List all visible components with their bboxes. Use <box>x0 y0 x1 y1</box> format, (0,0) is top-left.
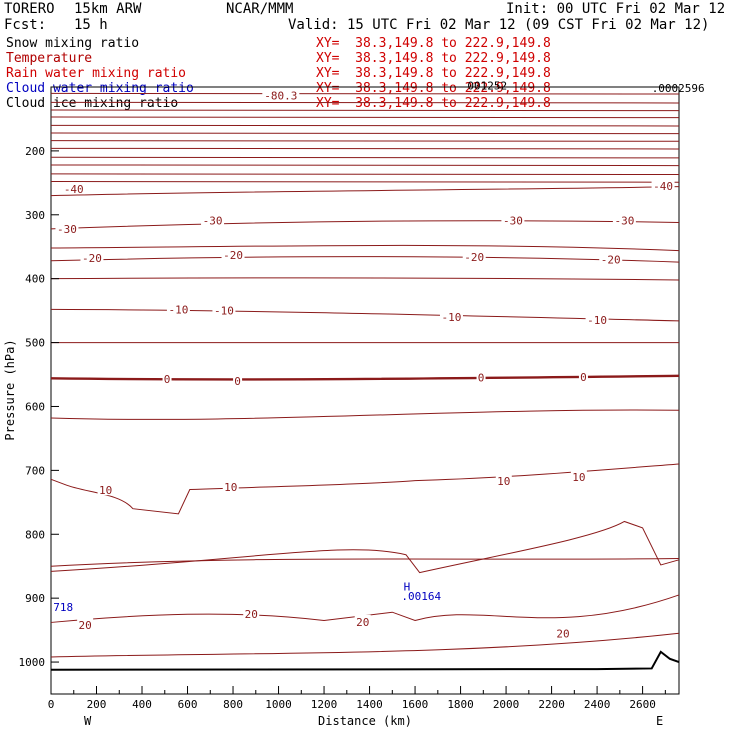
isotherm-line <box>51 633 679 657</box>
y-tick-label: 900 <box>25 592 45 605</box>
isotherm-line <box>51 165 679 166</box>
contour-label: -30 <box>614 215 634 228</box>
x-tick-label: 800 <box>223 698 243 711</box>
chart-annotation: 718 <box>53 601 73 614</box>
y-tick-label: 1000 <box>19 656 46 669</box>
x-tick-label: 200 <box>87 698 107 711</box>
contour-label: 0 <box>580 371 587 384</box>
contour-label: -10 <box>442 311 462 324</box>
contour-label: -30 <box>503 215 523 228</box>
isotherm-line <box>51 309 679 321</box>
x-tick-label: 1000 <box>265 698 292 711</box>
isotherm-line <box>51 133 679 134</box>
contour-label: 20 <box>79 619 92 632</box>
contour-label: 0 <box>234 375 241 388</box>
contour-label: 10 <box>497 475 510 488</box>
x-tick-label: 2400 <box>584 698 611 711</box>
chart-annotation: .00164 <box>401 590 441 603</box>
x-end-label-west: W <box>84 714 92 728</box>
isotherm-line <box>51 221 679 229</box>
contour-label: 0 <box>478 372 485 385</box>
x-end-label-east: E <box>656 714 663 728</box>
cross-section-chart: -80.3 -40 -40 -30 -30 -30 -30 -20 -20 -20 -20 -10 -1… <box>0 0 740 740</box>
x-tick-label: 2000 <box>493 698 520 711</box>
x-tick-label: 2600 <box>629 698 656 711</box>
isotherm-line <box>51 93 679 94</box>
contour-label: 20 <box>245 608 258 621</box>
contour-label: -10 <box>168 303 188 316</box>
y-tick-label: 800 <box>25 528 45 541</box>
x-tick-label: 2200 <box>538 698 565 711</box>
isotherm-line <box>51 245 679 250</box>
isotherm-line <box>51 110 679 111</box>
isotherm-line <box>51 157 679 158</box>
isotherm-line <box>51 117 679 118</box>
x-tick-label: 600 <box>178 698 198 711</box>
y-tick-label: 400 <box>25 273 45 286</box>
isotherm-line <box>51 148 679 149</box>
isotherm-line <box>51 102 679 103</box>
contour-label: -10 <box>214 305 234 318</box>
y-tick-label: 500 <box>25 337 45 350</box>
contour-label: 10 <box>224 481 237 494</box>
x-tick-label: 0 <box>48 698 55 711</box>
y-tick-label: 600 <box>25 400 45 413</box>
contour-label: -80.3 <box>264 89 297 102</box>
x-tick-label: 1400 <box>356 698 383 711</box>
isotherm-line <box>51 187 679 196</box>
x-tick-label: 400 <box>132 698 152 711</box>
isotherm-line <box>51 257 679 262</box>
y-tick-label: 700 <box>25 464 45 477</box>
contour-label: 20 <box>356 616 369 629</box>
contour-label: -40 <box>653 180 673 193</box>
contour-label: 10 <box>99 484 112 497</box>
isotherm-line <box>51 521 679 572</box>
contour-label: -20 <box>601 254 621 267</box>
y-tick-label: 200 <box>25 145 45 158</box>
isotherm-line <box>51 140 679 141</box>
contour-label: -20 <box>223 249 243 262</box>
plot-frame <box>51 87 679 694</box>
x-tick-label: 1200 <box>311 698 338 711</box>
chart-annotation: 001252 <box>467 80 507 93</box>
contour-label: -40 <box>64 183 84 196</box>
contour-label: -30 <box>203 215 223 228</box>
contour-label: -20 <box>464 251 484 264</box>
chart-annotation: .0002596 <box>652 82 705 95</box>
x-tick-label: 1800 <box>447 698 474 711</box>
y-axis-label: Pressure (hPa) <box>3 339 17 440</box>
x-tick-label: 1600 <box>402 698 429 711</box>
contour-label: 0 <box>164 373 171 386</box>
terrain-line <box>51 652 679 670</box>
x-axis-label: Distance (km) <box>318 714 412 728</box>
isotherm-line <box>51 181 679 182</box>
contour-label: -30 <box>57 223 77 236</box>
contour-label: -10 <box>587 314 607 327</box>
isotherm-line <box>51 125 679 126</box>
contour-label: 10 <box>572 471 585 484</box>
y-tick-label: 300 <box>25 209 45 222</box>
contour-label: 20 <box>556 627 569 640</box>
isotherm-line <box>51 410 679 419</box>
isotherm-line <box>51 278 679 280</box>
isotherm-line <box>51 174 679 175</box>
contour-label: -20 <box>82 252 102 265</box>
